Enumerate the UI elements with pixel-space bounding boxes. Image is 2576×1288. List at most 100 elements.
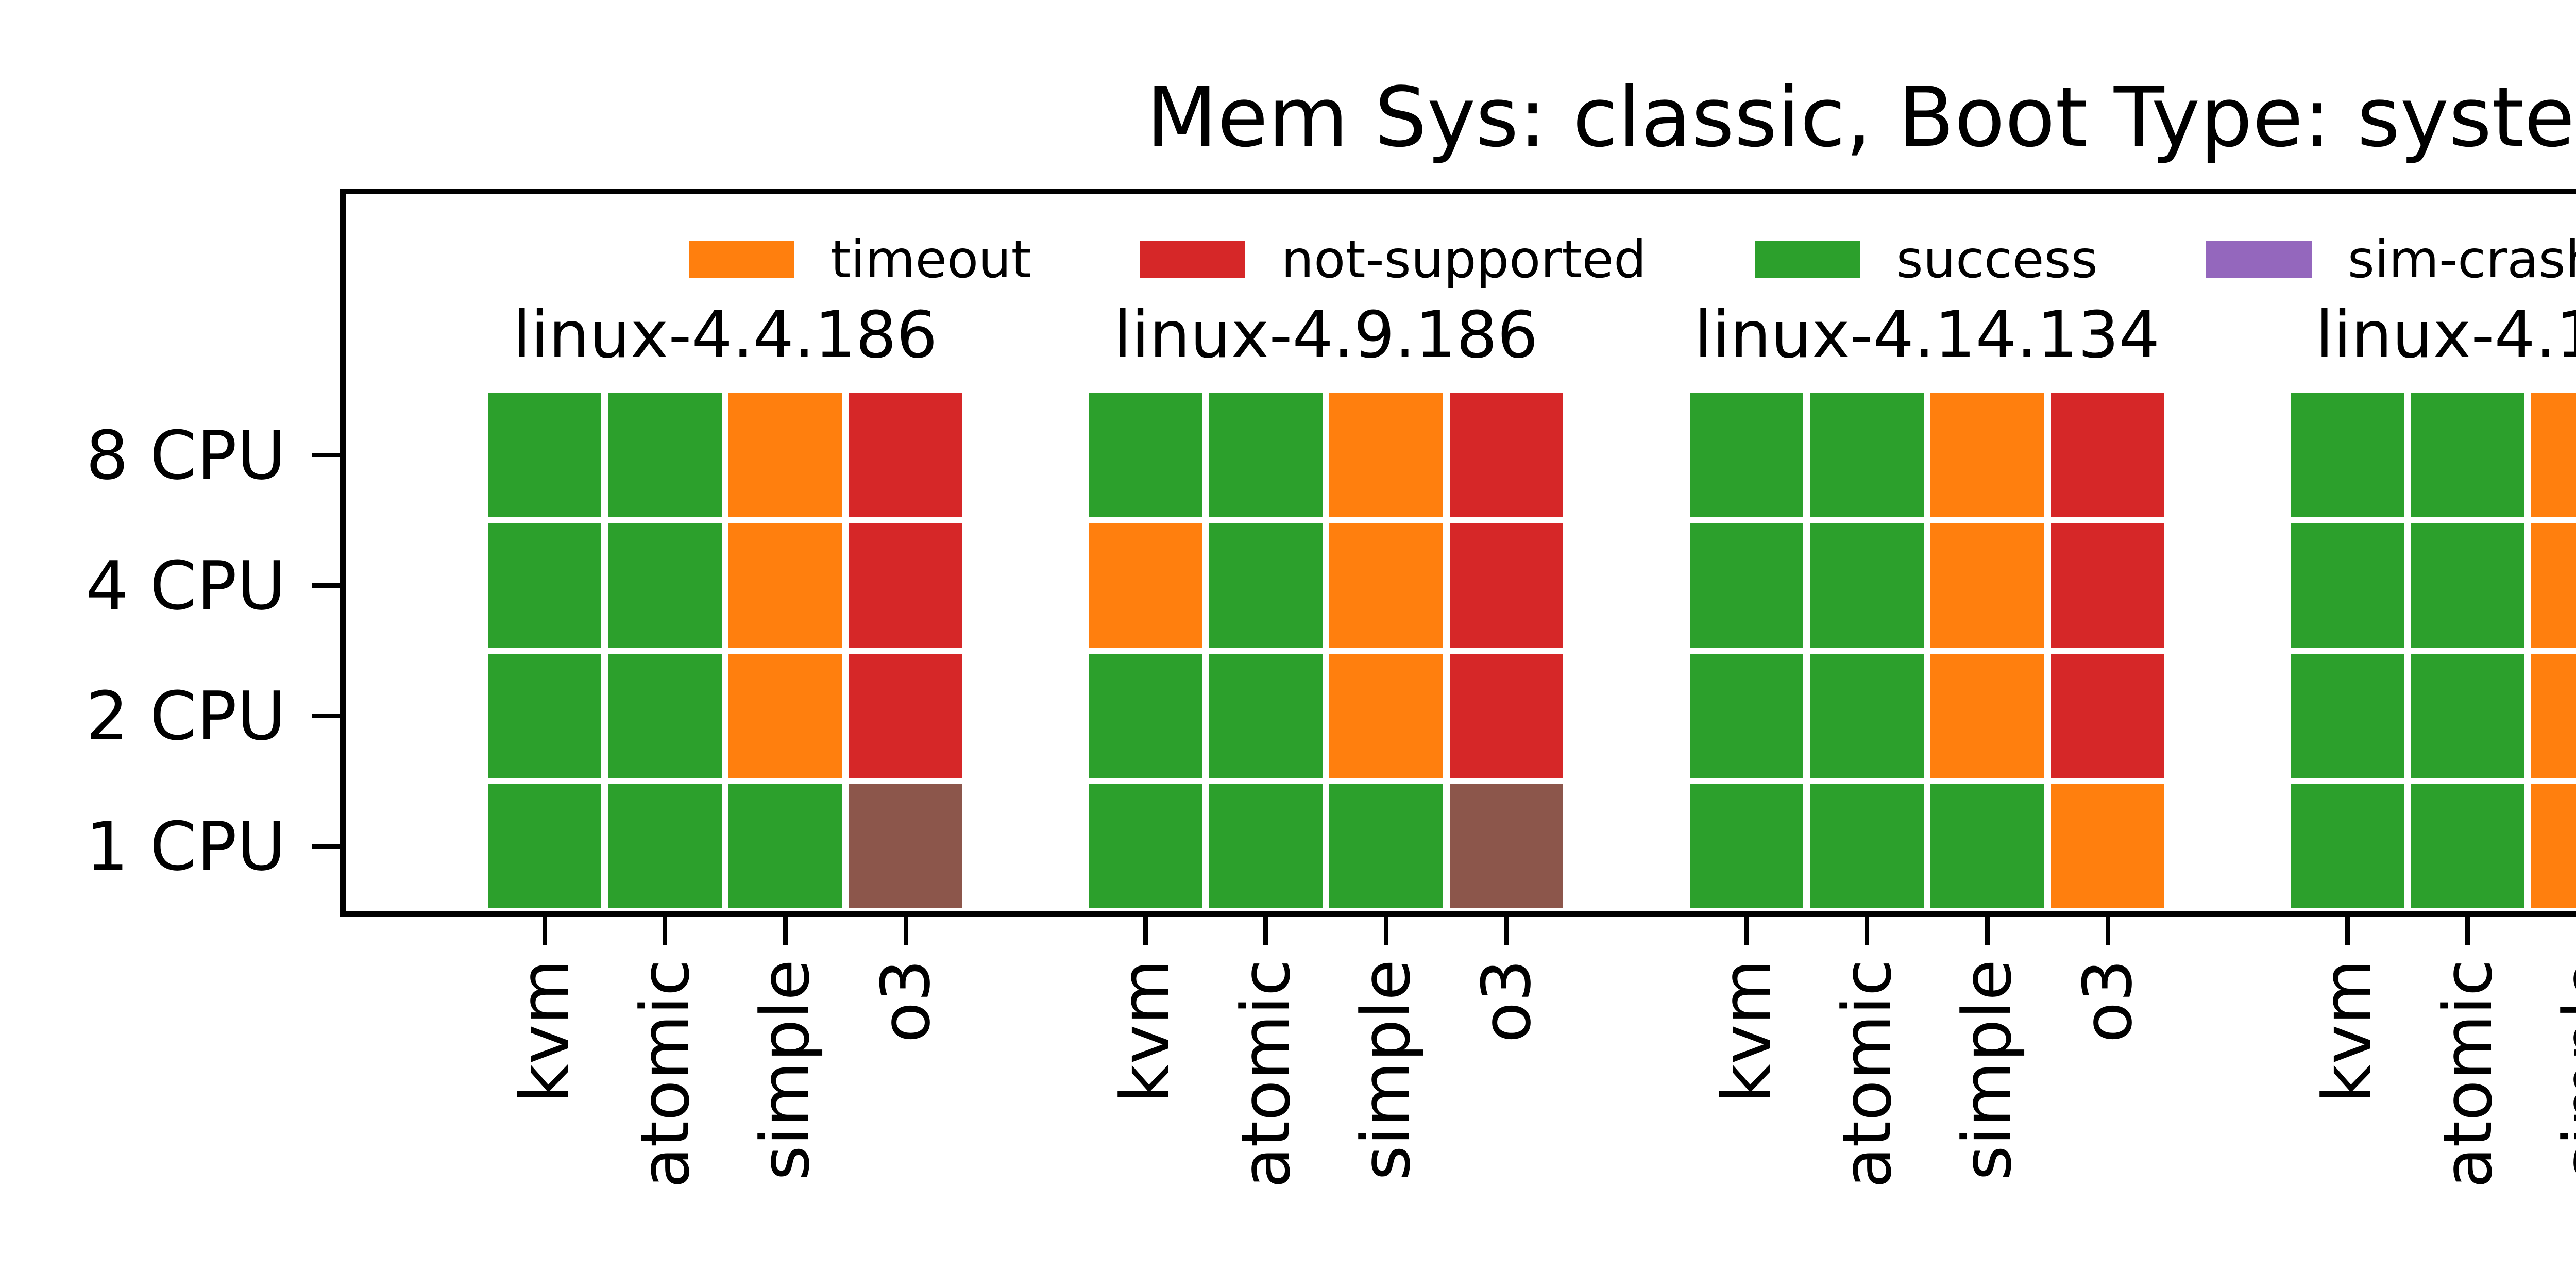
cell-linux-4.4.186-1CPU-kvm <box>488 784 601 908</box>
x-tick-label-kvm: kvm <box>1106 959 1184 1103</box>
cell-linux-4.14.134-8CPU-atomic <box>1810 393 1924 517</box>
cell-linux-4.9.186-2CPU-kvm <box>1089 654 1202 778</box>
y-tick-mark <box>312 453 340 457</box>
x-tick-mark <box>1744 917 1749 945</box>
cell-linux-4.14.134-4CPU-simple <box>1930 523 2044 648</box>
cell-linux-4.4.186-4CPU-kvm <box>488 523 601 648</box>
cell-linux-4.14.134-1CPU-atomic <box>1810 784 1924 908</box>
x-tick-label-simple: simple <box>2549 959 2576 1181</box>
cell-linux-4.9.186-2CPU-simple <box>1329 654 1443 778</box>
success-swatch <box>1754 241 1860 278</box>
legend-label: success <box>1896 229 2098 290</box>
cell-linux-4.4.186-4CPU-atomic <box>608 523 722 648</box>
x-tick-label-kvm: kvm <box>505 959 584 1103</box>
cell-linux-4.9.186-8CPU-kvm <box>1089 393 1202 517</box>
x-tick-label-simple: simple <box>746 959 825 1181</box>
cell-linux-4.14.134-2CPU-kvm <box>1690 654 1803 778</box>
x-tick-mark <box>1985 917 1990 945</box>
x-tick-label-o3: o3 <box>2069 959 2147 1043</box>
cell-linux-4.4.186-8CPU-kvm <box>488 393 601 517</box>
x-tick-label-atomic: atomic <box>1827 959 1906 1189</box>
cell-linux-4.9.186-4CPU-atomic <box>1209 523 1323 648</box>
cell-linux-4.9.186-4CPU-simple <box>1329 523 1443 648</box>
subplot-title: linux-4.9.186 <box>1113 298 1538 372</box>
x-tick-mark <box>1865 917 1870 945</box>
subplot-title: linux-4.19.83 <box>2315 298 2576 372</box>
cell-linux-4.19.83-2CPU-kvm <box>2291 654 2404 778</box>
cell-linux-4.19.83-1CPU-simple <box>2531 784 2576 908</box>
timeout-swatch <box>689 241 795 278</box>
cell-linux-4.14.134-2CPU-o3 <box>2051 654 2164 778</box>
chart-title: Mem Sys: classic, Boot Type: systemd <box>1146 69 2576 165</box>
cell-linux-4.19.83-2CPU-simple <box>2531 654 2576 778</box>
cell-linux-4.19.83-4CPU-simple <box>2531 523 2576 648</box>
cell-linux-4.14.134-4CPU-o3 <box>2051 523 2164 648</box>
cell-linux-4.4.186-2CPU-kvm <box>488 654 601 778</box>
x-tick-label-atomic: atomic <box>625 959 704 1189</box>
cell-linux-4.4.186-1CPU-o3 <box>849 784 962 908</box>
cell-linux-4.14.134-1CPU-o3 <box>2051 784 2164 908</box>
cell-linux-4.14.134-1CPU-simple <box>1930 784 2044 908</box>
cell-linux-4.9.186-8CPU-o3 <box>1450 393 1563 517</box>
x-tick-mark <box>2465 917 2470 945</box>
subplot-title: linux-4.4.186 <box>513 298 938 372</box>
cell-linux-4.4.186-8CPU-atomic <box>608 393 722 517</box>
cell-linux-4.14.134-8CPU-kvm <box>1690 393 1803 517</box>
x-tick-label-atomic: atomic <box>1226 959 1305 1189</box>
cell-linux-4.14.134-4CPU-atomic <box>1810 523 1924 648</box>
legend-item-timeout: timeout <box>689 231 1031 289</box>
cell-linux-4.4.186-8CPU-simple <box>728 393 842 517</box>
cell-linux-4.9.186-1CPU-o3 <box>1450 784 1563 908</box>
legend-item-sim-crash: sim-crash <box>2206 231 2576 289</box>
cell-linux-4.9.186-1CPU-simple <box>1329 784 1443 908</box>
legend: timeoutnot-supportedsuccesssim-crashkern… <box>340 231 2576 289</box>
not-supported-swatch <box>1139 241 1245 278</box>
x-tick-mark <box>1383 917 1388 945</box>
x-tick-mark <box>2345 917 2350 945</box>
subplot-title: linux-4.14.134 <box>1694 298 2160 372</box>
cell-linux-4.4.186-8CPU-o3 <box>849 393 962 517</box>
cell-linux-4.19.83-8CPU-atomic <box>2411 393 2524 517</box>
cell-linux-4.14.134-1CPU-kvm <box>1690 784 1803 908</box>
y-tick-mark <box>312 583 340 588</box>
cell-linux-4.9.186-1CPU-kvm <box>1089 784 1202 908</box>
x-tick-label-o3: o3 <box>867 959 945 1043</box>
cell-linux-4.19.83-1CPU-atomic <box>2411 784 2524 908</box>
y-tick-mark <box>312 714 340 718</box>
cell-linux-4.14.134-8CPU-o3 <box>2051 393 2164 517</box>
sim-crash-swatch <box>2206 241 2312 278</box>
x-tick-mark <box>663 917 668 945</box>
cell-linux-4.4.186-1CPU-atomic <box>608 784 722 908</box>
y-tick-mark <box>312 844 340 849</box>
cell-linux-4.9.186-2CPU-o3 <box>1450 654 1563 778</box>
cell-linux-4.9.186-1CPU-atomic <box>1209 784 1323 908</box>
y-tick-label-1CPU: 1 CPU <box>86 807 286 886</box>
y-tick-label-8CPU: 8 CPU <box>86 416 286 495</box>
x-tick-label-kvm: kvm <box>2308 959 2386 1103</box>
cell-linux-4.4.186-4CPU-simple <box>728 523 842 648</box>
cell-linux-4.14.134-2CPU-simple <box>1930 654 2044 778</box>
x-tick-mark <box>783 917 788 945</box>
legend-label: timeout <box>831 229 1031 290</box>
x-tick-label-simple: simple <box>1347 959 1426 1181</box>
cell-linux-4.14.134-4CPU-kvm <box>1690 523 1803 648</box>
cell-linux-4.9.186-4CPU-kvm <box>1089 523 1202 648</box>
legend-label: not-supported <box>1281 229 1647 290</box>
x-tick-mark <box>1263 917 1268 945</box>
cell-linux-4.4.186-2CPU-atomic <box>608 654 722 778</box>
cell-linux-4.9.186-8CPU-atomic <box>1209 393 1323 517</box>
x-tick-mark <box>1504 917 1509 945</box>
cell-linux-4.19.83-8CPU-kvm <box>2291 393 2404 517</box>
cell-linux-4.9.186-2CPU-atomic <box>1209 654 1323 778</box>
cell-linux-4.4.186-2CPU-simple <box>728 654 842 778</box>
x-tick-label-o3: o3 <box>1467 959 1546 1043</box>
legend-item-success: success <box>1754 229 2098 290</box>
cell-linux-4.19.83-2CPU-atomic <box>2411 654 2524 778</box>
x-tick-label-atomic: atomic <box>2428 959 2507 1189</box>
cell-linux-4.14.134-2CPU-atomic <box>1810 654 1924 778</box>
x-tick-label-simple: simple <box>1948 959 2027 1181</box>
x-tick-mark <box>2105 917 2110 945</box>
cell-linux-4.19.83-4CPU-atomic <box>2411 523 2524 648</box>
x-tick-label-kvm: kvm <box>1707 959 1786 1103</box>
